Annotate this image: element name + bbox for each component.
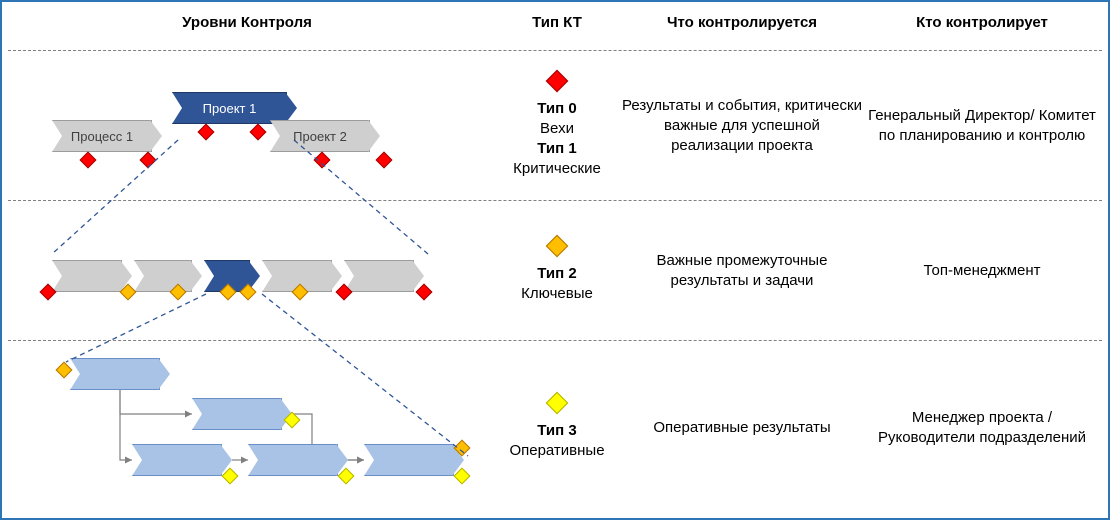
marker-red-1 bbox=[140, 152, 157, 169]
type2-sublabel: Ключевые bbox=[521, 284, 593, 304]
type0-label: Тип 0 bbox=[537, 99, 576, 119]
chevron-gray-0 bbox=[52, 260, 132, 292]
level-2-what: Важные промежуточные результаты и задачи bbox=[622, 208, 862, 334]
chevron-label: Процесс 1 bbox=[52, 129, 152, 144]
chevron-lblue-4 bbox=[364, 444, 464, 476]
chevron-lblue-0 bbox=[70, 358, 170, 390]
marker-red-2 bbox=[198, 124, 215, 141]
chevron-проект-2: Проект 2 bbox=[270, 120, 380, 152]
level-1-who: Генеральный Директор/ Комитет по планиро… bbox=[862, 58, 1102, 194]
level-2-type: Тип 2 Ключевые bbox=[492, 208, 622, 334]
table-header: Уровни Контроля Тип КТ Что контролируетс… bbox=[2, 2, 1108, 42]
chevron-lblue-1 bbox=[192, 398, 292, 430]
type1-sublabel: Критические bbox=[513, 159, 601, 179]
marker-red-0 bbox=[80, 152, 97, 169]
type2-label: Тип 2 bbox=[537, 264, 576, 284]
chevron-lblue-2 bbox=[132, 444, 232, 476]
marker-red-5 bbox=[376, 152, 393, 169]
level-3-who: Менеджер проекта / Руководители подразде… bbox=[862, 348, 1102, 508]
type3-sublabel: Оперативные bbox=[509, 441, 604, 461]
chevron-процесс-1: Процесс 1 bbox=[52, 120, 162, 152]
level-2-who: Топ-менеджмент bbox=[862, 208, 1102, 334]
level-3-row: Тип 3 Оперативные Оперативные результаты… bbox=[2, 348, 1108, 508]
chevron-label: Проект 2 bbox=[270, 129, 370, 144]
diagram-frame: Уровни Контроля Тип КТ Что контролируетс… bbox=[0, 0, 1110, 520]
diamond-icon-orange bbox=[546, 234, 569, 257]
level-2-diagram bbox=[2, 208, 492, 334]
chevron-gray-4 bbox=[344, 260, 424, 292]
hdr-who: Кто контролирует bbox=[862, 14, 1102, 31]
hdr-levels: Уровни Контроля bbox=[2, 14, 492, 31]
level-1-type: Тип 0 Вехи Тип 1 Критические bbox=[492, 58, 622, 194]
marker-red-4 bbox=[314, 152, 331, 169]
marker-red-3 bbox=[250, 124, 267, 141]
level-2-row: Тип 2 Ключевые Важные промежуточные резу… bbox=[2, 208, 1108, 334]
level-3-type: Тип 3 Оперативные bbox=[492, 348, 622, 508]
level-3-diagram bbox=[2, 348, 492, 508]
hdr-type: Тип КТ bbox=[492, 14, 622, 31]
divider-1 bbox=[8, 50, 1102, 51]
type0-sublabel: Вехи bbox=[540, 119, 574, 139]
level-1-what: Результаты и события, критически важные … bbox=[622, 58, 862, 194]
type1-label: Тип 1 bbox=[537, 139, 576, 159]
type3-label: Тип 3 bbox=[537, 421, 576, 441]
chevron-gray-1 bbox=[134, 260, 202, 292]
level-3-what: Оперативные результаты bbox=[622, 348, 862, 508]
diamond-icon-yellow bbox=[546, 391, 569, 414]
diamond-icon-red bbox=[546, 69, 569, 92]
level-1-row: Процесс 1 Проект 1 Проект 2 Тип 0 Вехи Тип… bbox=[2, 58, 1108, 194]
hdr-what: Что контролируется bbox=[622, 14, 862, 31]
chevron-label: Проект 1 bbox=[172, 101, 287, 116]
divider-2 bbox=[8, 200, 1102, 201]
level-1-diagram: Процесс 1 Проект 1 Проект 2 bbox=[2, 58, 492, 194]
divider-3 bbox=[8, 340, 1102, 341]
chevron-lblue-3 bbox=[248, 444, 348, 476]
